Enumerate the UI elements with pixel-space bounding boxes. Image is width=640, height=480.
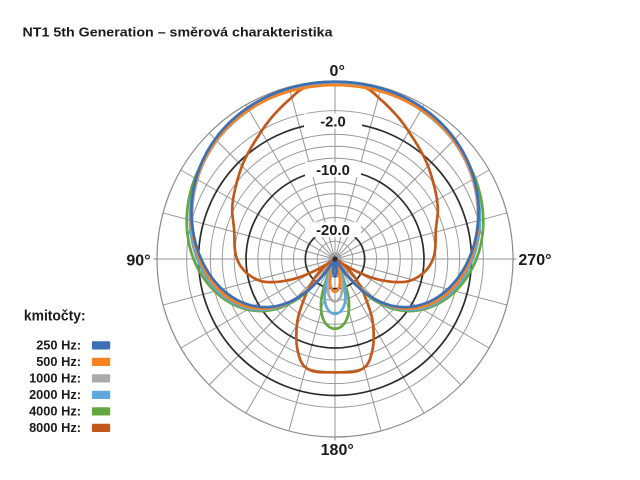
svg-text:270°: 270°: [518, 252, 551, 269]
svg-text:2000 Hz:: 2000 Hz:: [29, 387, 81, 402]
svg-text:8000 Hz:: 8000 Hz:: [29, 420, 81, 435]
svg-text:0°: 0°: [330, 63, 345, 80]
svg-text:4000 Hz:: 4000 Hz:: [29, 404, 81, 419]
svg-text:-20.0: -20.0: [316, 223, 350, 239]
svg-text:500 Hz:: 500 Hz:: [36, 354, 81, 369]
svg-text:kmitočty:: kmitočty:: [24, 308, 86, 325]
svg-text:-2.0: -2.0: [320, 114, 346, 130]
svg-text:1000 Hz:: 1000 Hz:: [29, 371, 81, 386]
svg-text:180°: 180°: [321, 442, 354, 459]
svg-text:250 Hz:: 250 Hz:: [36, 338, 81, 353]
svg-text:NT1 5th Generation – směrová c: NT1 5th Generation – směrová charakteris…: [23, 26, 334, 40]
svg-text:-10.0: -10.0: [316, 163, 350, 179]
svg-text:90°: 90°: [126, 252, 150, 269]
